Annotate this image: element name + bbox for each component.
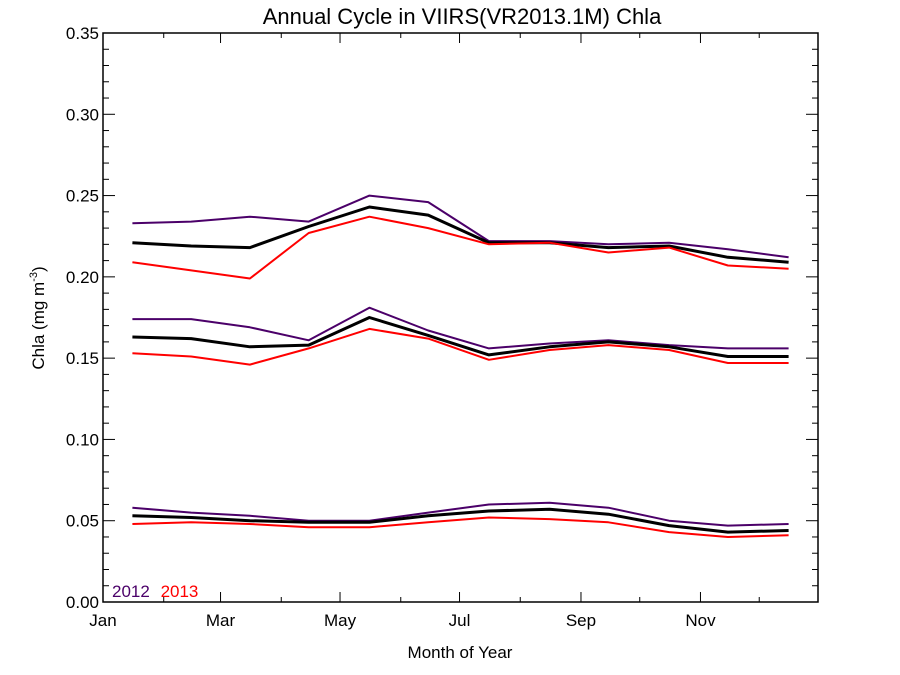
x-axis: Jan Mar May Jul Sep Nov bbox=[89, 33, 760, 630]
x-tick-label: Sep bbox=[566, 611, 596, 630]
y-axis-title: Chla (mg m-3) bbox=[28, 266, 48, 369]
y-tick-label: 0.00 bbox=[66, 593, 99, 612]
series-line-upper-1 bbox=[132, 205, 789, 264]
x-tick-label: May bbox=[324, 611, 357, 630]
series-line-lower-7 bbox=[132, 507, 789, 534]
series-line-middle-3 bbox=[132, 306, 789, 350]
series-line-upper-2 bbox=[132, 215, 789, 280]
series-line-upper-0 bbox=[132, 194, 789, 259]
series-line-middle-5 bbox=[132, 327, 789, 366]
y-tick-label: 0.25 bbox=[66, 187, 99, 206]
series-line-middle-4 bbox=[132, 316, 789, 358]
y-tick-label: 0.35 bbox=[66, 24, 99, 43]
y-tick-label: 0.20 bbox=[66, 268, 99, 287]
plot-frame bbox=[102, 32, 819, 603]
y-axis: 0.00 0.05 0.10 0.15 0.20 0.25 0.30 0.35 bbox=[66, 24, 818, 612]
x-axis-title: Month of Year bbox=[408, 643, 513, 662]
legend-item-2012: 2012 bbox=[112, 582, 150, 601]
x-tick-label: Nov bbox=[685, 611, 716, 630]
legend-item-2013: 2013 bbox=[161, 582, 199, 601]
y-tick-label: 0.05 bbox=[66, 512, 99, 531]
series-layer bbox=[132, 194, 789, 538]
y-tick-label: 0.15 bbox=[66, 349, 99, 368]
series-line-lower-8 bbox=[132, 516, 789, 538]
x-tick-label: Mar bbox=[206, 611, 236, 630]
legend: 2012 2013 bbox=[112, 582, 198, 601]
chart-title: Annual Cycle in VIIRS(VR2013.1M) Chla bbox=[263, 4, 662, 29]
series-line-lower-6 bbox=[132, 501, 789, 527]
x-tick-label: Jul bbox=[449, 611, 471, 630]
y-tick-label: 0.30 bbox=[66, 105, 99, 124]
y-tick-label: 0.10 bbox=[66, 430, 99, 449]
x-tick-label: Jan bbox=[89, 611, 116, 630]
